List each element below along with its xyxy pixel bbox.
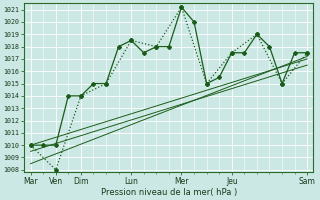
X-axis label: Pression niveau de la mer( hPa ): Pression niveau de la mer( hPa ) — [101, 188, 237, 197]
